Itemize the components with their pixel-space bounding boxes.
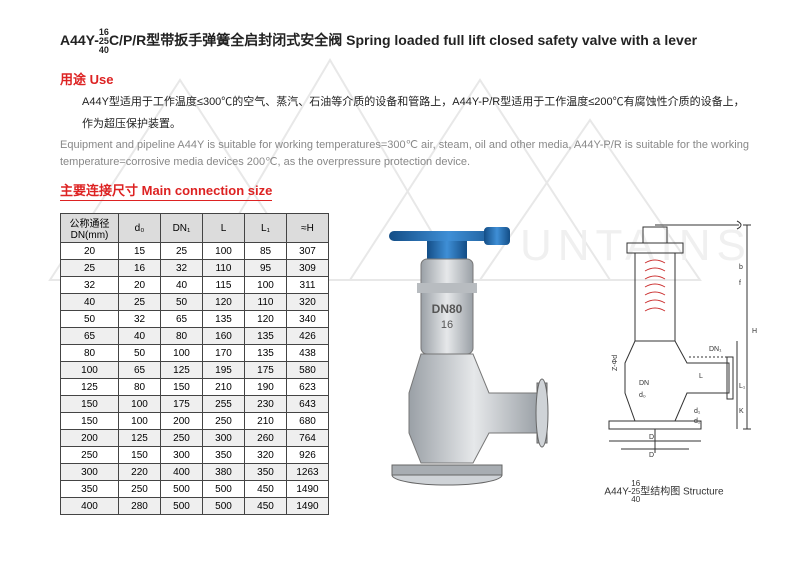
svg-text:H: H	[752, 328, 757, 335]
table-header: DN₁	[161, 214, 203, 243]
table-header: d₀	[119, 214, 161, 243]
svg-text:d₀: d₀	[639, 392, 646, 399]
svg-text:DN80: DN80	[432, 302, 463, 316]
table-row: 150100175255230643	[61, 396, 329, 413]
use-text-en: Equipment and pipeline A44Y is suitable …	[60, 137, 770, 170]
svg-text:DN: DN	[639, 380, 649, 387]
dimension-table: 公称通径DN(mm)d₀DN₁LL₁≈H 2015251008530725163…	[60, 213, 329, 515]
table-row: 10065125195175580	[61, 362, 329, 379]
table-row: 12580150210190623	[61, 379, 329, 396]
table-row: 25163211095309	[61, 260, 329, 277]
svg-text:K: K	[739, 408, 744, 415]
table-row: 20152510085307	[61, 243, 329, 260]
table-header: L₁	[245, 214, 287, 243]
svg-text:16: 16	[441, 319, 453, 331]
page-title: A44Y-162540C/P/R型带扳手弹簧全启封闭式安全阀 Spring lo…	[60, 28, 770, 55]
table-row: 8050100170135438	[61, 345, 329, 362]
table-row: 250150300350320926	[61, 447, 329, 464]
table-row: 3502505005004501490	[61, 481, 329, 498]
table-header: L	[203, 214, 245, 243]
table-row: 654080160135426	[61, 328, 329, 345]
diagram-caption: A44Y-162540型结构图 Structure	[569, 480, 759, 504]
svg-text:d₁: d₁	[694, 408, 701, 415]
table-row: 402550120110320	[61, 294, 329, 311]
use-text-cn-1: A44Y型适用于工作温度≤300℃的空气、蒸汽、石油等介质的设备和管路上，A44…	[60, 94, 770, 112]
svg-text:d₂: d₂	[694, 418, 701, 425]
svg-text:L₁: L₁	[739, 383, 746, 390]
svg-text:D: D	[649, 452, 654, 459]
use-heading: 用途 Use	[60, 69, 770, 88]
table-row: 200125250300260764	[61, 430, 329, 447]
table-header: ≈H	[287, 214, 329, 243]
table-row: 3002204003803501263	[61, 464, 329, 481]
structure-diagram: H b f K L₁ DN₁ Z-Φd D D DN d₀ d₁ d₂ L A	[569, 213, 759, 503]
valve-photo: DN80 16	[339, 213, 559, 503]
table-header: 公称通径DN(mm)	[61, 214, 119, 243]
svg-text:Z-Φd: Z-Φd	[612, 355, 619, 371]
table-row: 150100200250210680	[61, 413, 329, 430]
svg-text:f: f	[739, 280, 741, 287]
svg-text:L: L	[699, 373, 703, 380]
use-text-cn-2: 作为超压保护装置。	[60, 116, 770, 134]
mainconn-heading: 主要连接尺寸 Main connection size	[60, 180, 770, 207]
svg-text:DN₁: DN₁	[709, 346, 722, 353]
table-row: 322040115100311	[61, 277, 329, 294]
svg-text:D: D	[649, 434, 654, 441]
table-row: 503265135120340	[61, 311, 329, 328]
svg-text:b: b	[739, 264, 743, 271]
table-row: 4002805005004501490	[61, 498, 329, 515]
